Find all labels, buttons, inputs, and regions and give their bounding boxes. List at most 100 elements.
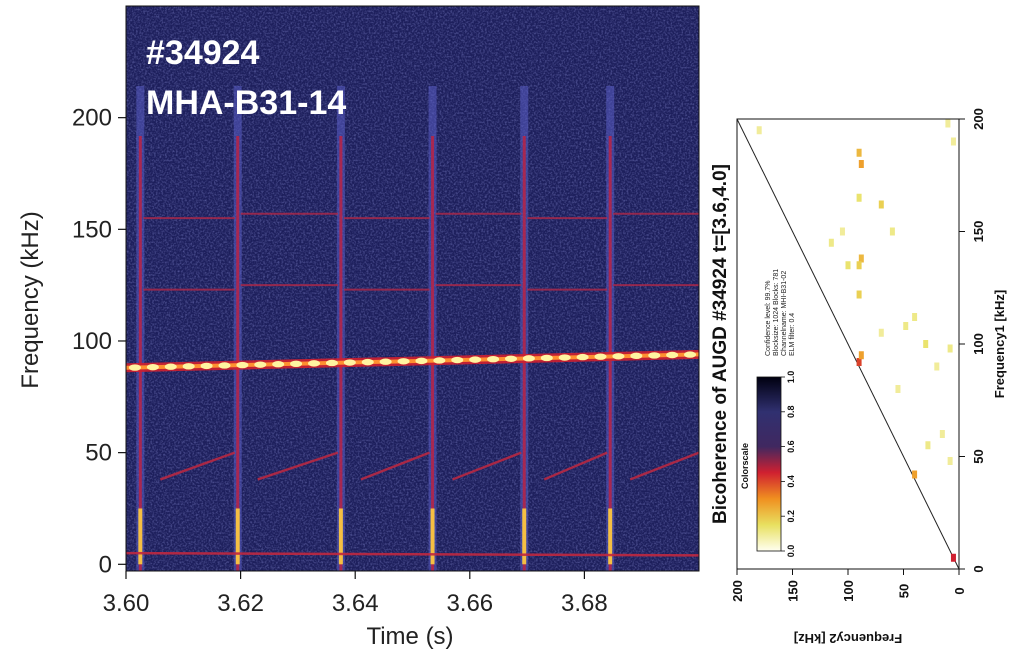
bic-x-tick-label: 150 — [786, 580, 801, 602]
bicoherence-point — [895, 385, 901, 393]
bicoherence-x-ticks: 200 150 100 50 0 — [730, 569, 967, 602]
spectrogram-noise — [126, 6, 699, 571]
meta-line-4: ELM filter: 0.4 — [789, 313, 796, 356]
main-mode-blob — [361, 358, 374, 366]
bicoherence-point — [858, 254, 864, 263]
bicoherence-point — [839, 227, 845, 236]
bic-x-tick-label: 200 — [730, 580, 745, 602]
spectrogram-y-label: Frequency (kHz) — [17, 211, 44, 388]
spectrogram-frame — [125, 5, 700, 572]
low-frequency-line — [125, 551, 700, 557]
main-mode-blob — [397, 358, 410, 365]
bicoherence-meta: Confidence level: 99.7% Blocksize: 1024 … — [765, 269, 796, 356]
main-mode-blob — [308, 360, 321, 367]
bicoherence-point — [950, 137, 956, 146]
main-mode-blob — [469, 356, 482, 363]
main-mode-blob — [415, 357, 428, 365]
main-mode-blob — [433, 357, 446, 364]
main-mode-blob — [630, 352, 643, 360]
bicoherence-point — [934, 362, 940, 371]
bicoherence-point — [828, 238, 834, 247]
main-mode-blob — [218, 362, 231, 369]
main-mode-blob — [594, 353, 607, 360]
bicoherence-point — [856, 261, 862, 270]
main-mode-blob — [290, 360, 303, 368]
bicoherence-point — [856, 193, 862, 202]
main-mode-blob — [522, 355, 535, 362]
spectrogram: 3.60 3.62 3.64 3.66 3.68 0 50 100 150 200 #34924… — [17, 5, 700, 650]
chirp-mode-segment — [543, 451, 608, 481]
overlay-title-line2: MHA-B31-14 — [146, 84, 346, 122]
chirp-mode-segment — [452, 451, 522, 481]
main-mode-blob — [666, 351, 679, 359]
bicoherence-point — [878, 328, 884, 337]
bicoherence-point — [878, 200, 884, 209]
bic-x-tick-label: 100 — [841, 580, 856, 602]
bicoherence-point — [856, 148, 862, 157]
main-mode-blob — [684, 351, 697, 358]
colorscale: 0.0 0.2 0.4 0.6 0.8 1.0 Colorscale — [740, 371, 796, 558]
colorscale-tick-label: 0.4 — [786, 475, 796, 488]
main-mode-blob — [612, 353, 625, 360]
bic-y-tick-label: 150 — [971, 221, 986, 243]
main-mode-blob — [558, 354, 571, 361]
colorscale-bar — [756, 376, 782, 552]
spec-y-tick-label: 0 — [99, 551, 112, 578]
main-mode-blob — [648, 352, 661, 359]
bic-y-tick-label: 0 — [971, 565, 986, 572]
elm-burst-core — [431, 136, 435, 571]
bicoherence-title: Bicoherence of AUGD #34924 t=[3.6,4.0] — [710, 164, 731, 524]
main-mode-blob — [576, 353, 589, 361]
bicoherence-plot: 200 150 100 50 0 0 50 100 150 200 Frequency2 [kH… — [710, 108, 1007, 646]
spec-x-tick-label: 3.68 — [561, 590, 608, 617]
bicoherence-point — [947, 457, 953, 465]
main-mode — [125, 349, 700, 373]
bicoherence-point — [858, 160, 864, 168]
main-mode-blob — [325, 359, 338, 367]
main-mode-blob — [128, 364, 141, 371]
bicoherence-point — [845, 261, 851, 270]
spec-y-tick-label: 100 — [72, 328, 112, 355]
elm-burst-core — [522, 136, 526, 571]
bic-y-tick-label: 50 — [971, 449, 986, 463]
elm-burst-base — [608, 508, 613, 565]
bic-x-tick-label: 50 — [897, 584, 912, 598]
elm-burst-base — [430, 508, 435, 565]
main-mode-blob — [254, 361, 267, 368]
chirp-mode-segment — [257, 451, 339, 481]
bicoherence-point — [923, 340, 929, 348]
main-mode-blob — [272, 361, 285, 368]
spec-y-tick-label: 200 — [72, 105, 112, 132]
bicoherence-point — [856, 290, 862, 299]
bic-y-tick-label: 200 — [971, 108, 986, 130]
bicoherence-point — [903, 322, 909, 330]
bicoherence-y-ticks: 0 50 100 150 200 — [959, 108, 986, 573]
spec-x-tick-label: 3.62 — [217, 590, 264, 617]
spec-y-tick-label: 50 — [85, 440, 112, 467]
main-mode-blob — [343, 359, 356, 366]
bicoherence-point — [939, 430, 945, 438]
bicoherence-point — [889, 227, 895, 236]
bicoherence-x-label: Frequency2 [kHz] — [794, 631, 902, 646]
main-mode-blob — [146, 363, 159, 371]
bicoherence-point — [950, 553, 956, 562]
main-mode-blob — [451, 356, 464, 364]
bicoherence-point — [912, 313, 918, 321]
elm-burst-core — [236, 136, 240, 571]
colorscale-tick-label: 0.2 — [786, 510, 796, 523]
elm-burst-core — [339, 136, 343, 571]
bicoherence-diagonal — [736, 118, 960, 570]
elm-burst-base — [235, 508, 240, 565]
main-mode-blob — [504, 355, 517, 362]
bicoherence-point — [945, 119, 951, 128]
chirp-mode-segment — [159, 451, 236, 481]
meta-line-3: Channelname: MHI-B31-02 — [781, 271, 788, 356]
elm-burst-base — [338, 508, 343, 565]
colorscale-tick-label: 0.6 — [786, 440, 796, 453]
colorscale-label: Colorscale — [740, 443, 750, 489]
main-mode-blob — [164, 363, 177, 370]
spectrogram-y-ticks: 0 50 100 150 200 — [72, 105, 126, 578]
main-mode-blob — [487, 355, 500, 363]
bicoherence-point — [858, 351, 864, 360]
